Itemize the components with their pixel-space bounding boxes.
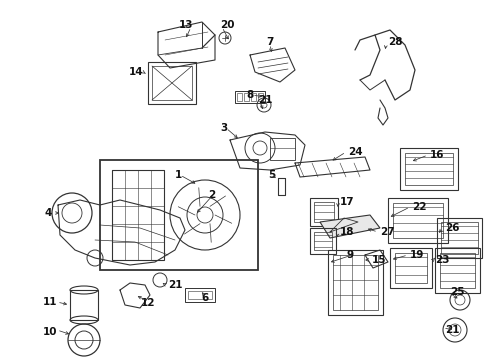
Text: 17: 17	[339, 197, 354, 207]
Text: 21: 21	[444, 325, 459, 335]
Bar	[269, 138, 294, 160]
Text: 21: 21	[258, 95, 272, 105]
Text: 1: 1	[174, 170, 182, 180]
Bar	[399, 148, 457, 190]
Bar	[436, 218, 481, 258]
Text: 23: 23	[434, 255, 448, 265]
Text: 24: 24	[347, 147, 362, 157]
Bar	[250, 93, 256, 101]
Bar	[313, 202, 333, 222]
Bar	[392, 203, 442, 238]
Bar	[404, 153, 452, 185]
Text: 7: 7	[266, 37, 273, 47]
Bar	[387, 198, 447, 243]
Text: 19: 19	[409, 250, 424, 260]
Bar	[439, 253, 474, 288]
Text: 28: 28	[387, 37, 402, 47]
Text: 25: 25	[449, 287, 464, 297]
Bar	[112, 170, 163, 260]
Text: 16: 16	[429, 150, 444, 160]
Text: 6: 6	[201, 293, 208, 303]
Bar	[152, 66, 192, 100]
Text: 9: 9	[346, 250, 353, 260]
Bar	[187, 291, 212, 299]
Bar	[440, 222, 477, 254]
Bar	[394, 253, 426, 283]
Text: 18: 18	[339, 227, 354, 237]
Bar	[237, 93, 242, 101]
Text: 5: 5	[268, 170, 275, 180]
Text: 14: 14	[128, 67, 142, 77]
Text: 11: 11	[42, 297, 57, 307]
Text: 2: 2	[207, 190, 215, 200]
Text: 3: 3	[220, 123, 227, 133]
Bar	[148, 62, 196, 104]
Bar	[184, 288, 215, 302]
Bar	[258, 93, 263, 101]
Text: 22: 22	[411, 202, 426, 212]
Text: 8: 8	[246, 90, 253, 100]
Bar	[235, 91, 264, 103]
Bar	[309, 228, 335, 254]
Bar	[327, 250, 382, 315]
Bar	[100, 160, 258, 270]
Text: 4: 4	[44, 208, 52, 218]
Bar	[434, 248, 479, 293]
Text: 26: 26	[444, 223, 459, 233]
Bar	[332, 255, 377, 310]
Text: 20: 20	[220, 20, 234, 30]
Polygon shape	[319, 215, 379, 238]
Text: 15: 15	[371, 255, 386, 265]
Bar	[389, 248, 431, 288]
Text: 21: 21	[168, 280, 182, 290]
Text: 27: 27	[379, 227, 394, 237]
Text: 10: 10	[42, 327, 57, 337]
Bar	[313, 232, 331, 250]
Text: 13: 13	[178, 20, 193, 30]
Bar	[309, 198, 337, 226]
Bar	[244, 93, 248, 101]
Text: 12: 12	[141, 298, 155, 308]
Bar	[70, 290, 98, 320]
